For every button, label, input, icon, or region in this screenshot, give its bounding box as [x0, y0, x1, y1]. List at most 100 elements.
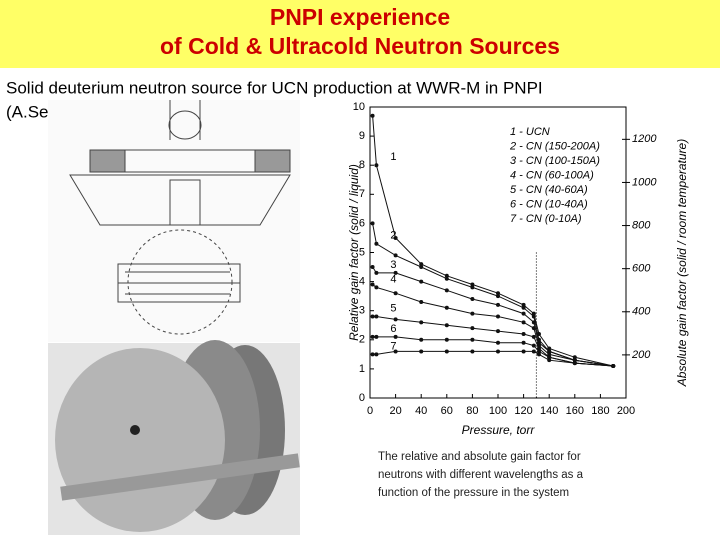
data-point [444, 273, 449, 278]
data-point [470, 337, 475, 342]
data-point [521, 349, 526, 354]
curve-label: 5 [390, 302, 396, 314]
data-point [419, 337, 424, 342]
data-point [547, 355, 552, 360]
x-tick-label: 20 [389, 405, 401, 417]
data-point [470, 282, 475, 287]
curve-label: 6 [390, 323, 396, 335]
y2-tick-label: 600 [632, 263, 651, 275]
header-band [0, 0, 720, 68]
curve-label: 1 [390, 151, 396, 163]
data-point [393, 235, 398, 240]
data-point [572, 358, 577, 363]
curve-label: 3 [390, 259, 396, 271]
y-tick-label: 7 [359, 188, 365, 200]
data-point [370, 334, 375, 339]
curve-label: 2 [390, 230, 396, 242]
data-point [444, 276, 449, 281]
x-tick-label: 60 [441, 405, 453, 417]
data-point [393, 349, 398, 354]
data-point [444, 305, 449, 310]
x-tick-label: 40 [415, 405, 427, 417]
data-point [547, 349, 552, 354]
x-tick-label: 140 [540, 405, 558, 417]
data-point [531, 326, 536, 331]
x-tick-label: 0 [367, 405, 373, 417]
data-point [531, 320, 536, 325]
data-point [470, 349, 475, 354]
data-point [531, 334, 536, 339]
series-line [372, 115, 614, 367]
series-line [372, 350, 614, 367]
photo [48, 340, 300, 535]
x-tick-label: 160 [566, 405, 584, 417]
y-axis-label: Relative gain factor (solid / liquid) [347, 164, 361, 341]
x-tick-label: 120 [514, 405, 532, 417]
y-tick-label: 10 [353, 101, 365, 113]
data-point [611, 363, 616, 368]
data-point [419, 349, 424, 354]
data-point [444, 349, 449, 354]
series-line [372, 316, 614, 367]
x-tick-label: 80 [466, 405, 478, 417]
data-point [521, 305, 526, 310]
data-point [374, 163, 379, 168]
y-tick-label: 5 [359, 246, 365, 258]
data-point [531, 314, 536, 319]
data-point [370, 113, 375, 118]
y-tick-label: 6 [359, 217, 365, 229]
data-point [374, 334, 379, 339]
data-point [470, 297, 475, 302]
data-point [536, 352, 541, 357]
data-point [496, 291, 500, 296]
data-point [370, 352, 375, 357]
schematic-drawing [48, 100, 300, 342]
legend-entry: 6 - CN (10-40A) [510, 198, 588, 210]
data-point [531, 343, 536, 348]
legend-entry: 5 - CN (40-60A) [510, 184, 588, 196]
y-tick-label: 0 [359, 392, 365, 404]
data-point [521, 340, 526, 345]
data-point [419, 320, 424, 325]
data-point [370, 282, 375, 287]
data-point [370, 265, 375, 270]
y-tick-label: 4 [359, 276, 365, 288]
data-point [547, 358, 552, 363]
data-point [393, 291, 398, 296]
data-point [374, 314, 379, 319]
data-point [470, 311, 475, 316]
data-point [470, 326, 475, 331]
data-point [572, 361, 577, 366]
data-point [572, 355, 577, 360]
x-tick-label: 100 [489, 405, 507, 417]
legend-entry: 1 - UCN [510, 126, 550, 138]
legend-entry: 4 - CN (60-100A) [510, 169, 594, 181]
y2-tick-label: 1200 [632, 133, 657, 145]
y-tick-label: 1 [359, 363, 365, 375]
curve-label: 7 [390, 340, 396, 352]
data-point [496, 294, 500, 299]
data-point [444, 288, 449, 293]
x-tick-label: 200 [617, 405, 635, 417]
caption-line: neutrons with different wavelengths as a [378, 469, 584, 481]
caption-line: function of the pressure in the system [378, 487, 569, 499]
data-point [496, 314, 500, 319]
title-line: of Cold & Ultracold Neutron Sources [160, 33, 560, 59]
y-tick-label: 9 [359, 130, 365, 142]
data-point [419, 265, 424, 270]
legend-entry: 7 - CN (0-10A) [510, 213, 582, 225]
title-line: PNPI experience [270, 4, 450, 30]
series-line [372, 223, 614, 367]
caption-line: The relative and absolute gain factor fo… [378, 451, 581, 463]
data-point [536, 349, 541, 354]
y2-tick-label: 800 [632, 219, 651, 231]
data-point [496, 329, 500, 334]
data-point [374, 285, 379, 290]
data-point [496, 349, 500, 354]
y-tick-label: 8 [359, 159, 365, 171]
x-tick-label: 180 [591, 405, 609, 417]
data-point [521, 311, 526, 316]
data-point [393, 270, 398, 275]
data-point [393, 317, 398, 322]
